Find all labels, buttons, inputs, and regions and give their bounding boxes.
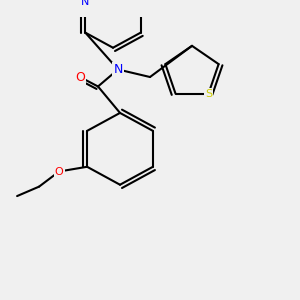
Text: O: O	[55, 167, 64, 176]
Text: N: N	[113, 63, 123, 76]
Text: N: N	[81, 0, 89, 8]
Text: O: O	[75, 70, 85, 83]
Text: S: S	[205, 89, 212, 99]
